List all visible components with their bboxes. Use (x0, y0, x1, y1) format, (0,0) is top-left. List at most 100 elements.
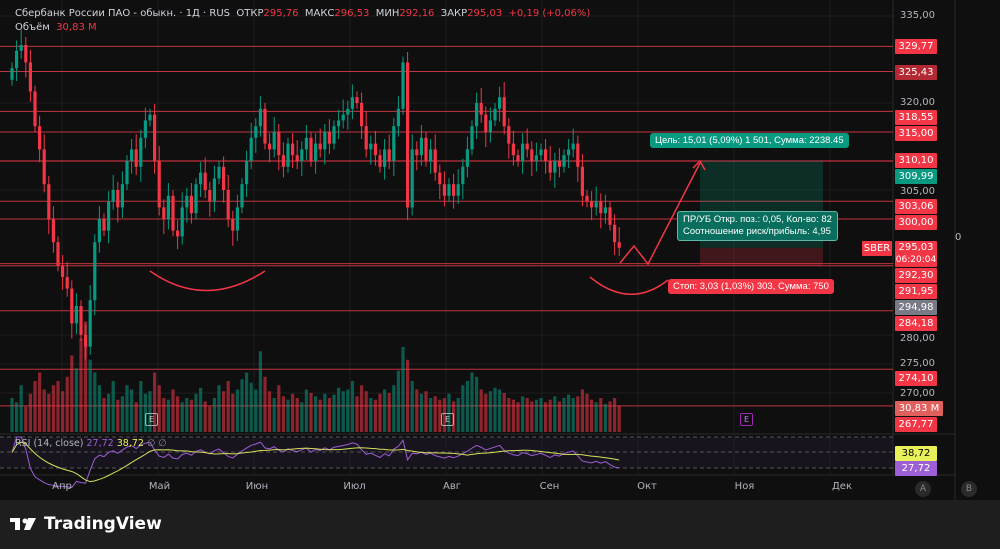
rsi-ma-tag: 38,72 (895, 446, 937, 461)
candle-body (447, 184, 451, 196)
price-level-tag[interactable]: 318,55 (895, 110, 937, 125)
earnings-event-icon[interactable]: E (740, 413, 753, 426)
candle-body (465, 149, 469, 167)
price-level-tag[interactable]: 292,30 (895, 268, 937, 283)
chart-area[interactable]: Сбербанк России ПАО - обыкн. · 1Д · RUS … (0, 0, 1000, 500)
volume-bar (171, 389, 175, 432)
volume-bar (61, 391, 65, 432)
price-level-tag[interactable]: 267,77 (895, 417, 937, 432)
candle-body (323, 132, 327, 150)
symbol-title[interactable]: Сбербанк России ПАО - обыкн. · 1Д · RUS (15, 8, 231, 19)
volume-bar (323, 393, 327, 432)
candle-body (507, 126, 511, 144)
candle-body (180, 207, 184, 237)
rsi-ma-line (11, 441, 620, 483)
volume-bar (525, 398, 529, 432)
candle-body (79, 306, 83, 335)
pnl-label: ПР/УБ Откр. поз.: 0,05, Кол-во: 82 Соотно… (677, 211, 838, 241)
volume-bar (33, 381, 37, 432)
high-value: 296,53 (334, 8, 370, 19)
volume-bar (475, 376, 479, 432)
price-axis-tick: 275,00 (900, 358, 935, 369)
auto-scale-button[interactable]: A (915, 481, 931, 497)
candle-body (613, 224, 617, 243)
volume-bar (576, 396, 580, 432)
candle-body (516, 155, 520, 161)
candle-body (189, 195, 193, 214)
high-label: МАКС (304, 8, 335, 19)
volume-bar (263, 376, 267, 432)
candle-body (406, 62, 410, 208)
volume-bar (143, 393, 147, 432)
time-axis-month: Авг (443, 481, 461, 492)
price-level-tag[interactable]: 329,77 (895, 39, 937, 55)
chart-canvas[interactable] (0, 0, 1000, 500)
price-level-tag[interactable]: 303,06 (895, 199, 937, 215)
volume-bar (235, 389, 239, 432)
last-price-tag: 295,03 06:20:04 (895, 241, 937, 267)
tradingview-logo[interactable]: TradingView (10, 514, 162, 534)
volume-bar (419, 393, 423, 432)
candle-body (120, 184, 124, 208)
price-level-tag[interactable]: 325,43 (895, 64, 937, 80)
low-label: МИН (375, 8, 400, 19)
price-level-tag[interactable]: 291,95 (895, 284, 937, 299)
candle-body (277, 132, 281, 156)
volume-bar (74, 368, 78, 432)
rsi-extra-2: ∅ (158, 438, 167, 449)
candle-body (295, 155, 299, 161)
volume-bar (383, 389, 387, 432)
earnings-event-icon[interactable]: E (145, 413, 158, 426)
rsi-line (11, 436, 620, 489)
volume-bar (148, 391, 152, 432)
candle-body (544, 149, 548, 161)
volume-bar (93, 372, 97, 432)
candle-body (304, 137, 308, 150)
volume-bar (350, 381, 354, 432)
volume-bar (369, 398, 373, 432)
candle-body (176, 230, 180, 237)
candle-body (419, 137, 423, 156)
price-level-tag[interactable]: 274,10 (895, 371, 937, 386)
candle-body (521, 143, 525, 161)
time-axis-month: Окт (637, 481, 657, 492)
volume-bar (268, 391, 272, 432)
log-scale-button[interactable]: B (961, 481, 977, 497)
candle-body (314, 143, 318, 161)
candle-body (235, 207, 239, 231)
volume-bar (493, 387, 497, 432)
earnings-event-icon[interactable]: E (441, 413, 454, 426)
time-axis-month: Июл (343, 481, 366, 492)
rsi-value-tag: 27,72 (895, 461, 937, 476)
change-value: +0,19 (+0,06%) (508, 8, 591, 19)
candle-body (580, 166, 584, 196)
price-level-tag[interactable]: 310,10 (895, 153, 937, 169)
right-scale-value: 0 (955, 232, 962, 243)
candle-body (442, 184, 446, 196)
close-label: ЗАКР (440, 8, 468, 19)
rsi-legend: RSI (14, close) 27,72 38,72 ∅ ∅ (15, 438, 167, 449)
volume-bar (346, 389, 350, 432)
time-axis-month: Сен (539, 481, 560, 492)
candle-body (410, 149, 414, 208)
volume-bar (28, 393, 32, 432)
candle-body (245, 161, 249, 185)
drawn-arc (589, 276, 669, 295)
candle-body (534, 155, 538, 161)
symbol-tag: SBER (862, 241, 892, 256)
candle-body (617, 242, 621, 248)
candle-body (139, 137, 143, 167)
price-level-tag[interactable]: 284,18 (895, 316, 937, 331)
volume-bar (516, 402, 520, 432)
price-level-tag[interactable]: 309,99 (895, 169, 937, 185)
volume-bar (139, 381, 143, 432)
volume-bar (189, 399, 193, 432)
volume-bar (337, 387, 341, 432)
price-level-tag[interactable]: 300,00 (895, 215, 937, 231)
volume-bar (378, 393, 382, 432)
candle-body (111, 190, 115, 202)
volume-bar (162, 398, 166, 432)
price-level-tag[interactable]: 315,00 (895, 126, 937, 141)
candle-body (15, 50, 19, 69)
candle-body (116, 190, 120, 208)
